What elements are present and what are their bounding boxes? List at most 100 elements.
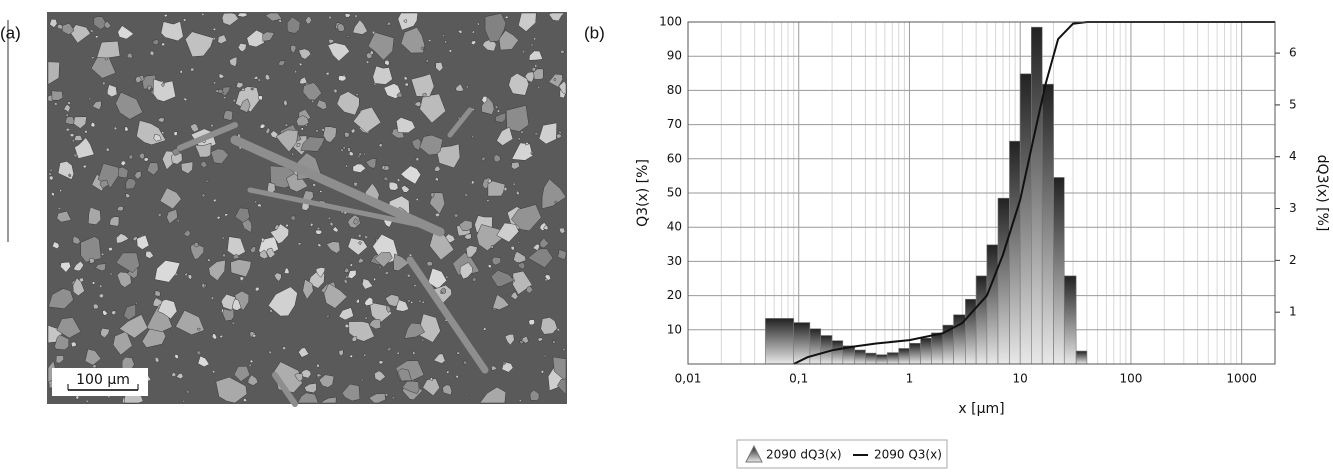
particle (99, 179, 109, 189)
fiber (406, 256, 489, 374)
particle (303, 383, 317, 394)
particle (378, 265, 382, 270)
particle (418, 299, 422, 304)
y-tick-label: 60 (667, 151, 682, 165)
particle (318, 374, 335, 388)
particle (363, 353, 367, 357)
particle (185, 31, 214, 57)
particle (347, 269, 357, 279)
particle (302, 278, 314, 300)
particle (257, 78, 262, 82)
particle (355, 93, 359, 96)
x-tick-label: 0,01 (675, 372, 702, 386)
particle (470, 40, 477, 46)
particle (96, 40, 121, 59)
particle (190, 242, 205, 260)
particle (50, 192, 55, 197)
particle (429, 192, 446, 215)
particle (368, 319, 382, 330)
particle (173, 131, 178, 136)
particle (456, 351, 461, 355)
particle (471, 276, 477, 282)
particle (422, 378, 440, 397)
particle (347, 147, 351, 153)
particle (383, 176, 389, 182)
particle (341, 146, 346, 150)
particle (48, 175, 54, 181)
particle (59, 188, 63, 192)
particle (125, 193, 131, 199)
particle (145, 251, 154, 259)
particle (113, 126, 118, 131)
particle (48, 172, 52, 176)
particle (417, 313, 441, 343)
y-tick-label: 40 (667, 220, 682, 234)
particle (184, 271, 188, 277)
particle (455, 83, 465, 92)
histogram-bar (997, 197, 1010, 365)
particle (297, 242, 302, 246)
particle (348, 151, 354, 157)
particle (425, 58, 430, 63)
particle (255, 286, 260, 292)
particle (176, 219, 180, 223)
y2-tick-label: 2 (1289, 253, 1297, 267)
particle (338, 307, 354, 321)
particle (323, 282, 348, 309)
particle (90, 54, 117, 79)
particle (157, 117, 165, 123)
fiber (230, 135, 445, 237)
particle (47, 61, 60, 85)
particle (261, 237, 265, 243)
particle (493, 154, 501, 163)
particle (459, 262, 473, 280)
particle (463, 192, 469, 198)
particle (419, 93, 446, 124)
particle (190, 67, 195, 72)
particle (107, 247, 113, 252)
particle (311, 99, 315, 104)
histogram-bar (1075, 350, 1088, 365)
particle (327, 39, 335, 45)
particle (495, 112, 507, 123)
particle (49, 18, 58, 28)
particle (143, 157, 149, 162)
particle (463, 233, 472, 240)
particle (332, 88, 338, 94)
particle (100, 327, 111, 339)
particle (125, 178, 137, 190)
particle (448, 49, 453, 53)
particle (74, 137, 95, 159)
particle (249, 359, 254, 364)
particle (344, 13, 352, 18)
particle (434, 176, 439, 182)
particle (115, 91, 144, 120)
particle (223, 96, 227, 100)
particle (302, 82, 322, 101)
particle (496, 222, 520, 243)
particle (358, 241, 362, 246)
histogram-bar (920, 337, 932, 365)
particle (525, 142, 529, 146)
particle (491, 365, 498, 371)
particle (220, 293, 237, 311)
particle (352, 106, 382, 134)
particle (490, 244, 494, 249)
particle (234, 290, 250, 311)
particle (312, 182, 317, 187)
particle (552, 340, 556, 344)
particle (360, 378, 364, 382)
particle (325, 71, 330, 76)
particle (419, 134, 444, 156)
particle (396, 91, 403, 98)
particle (540, 317, 558, 335)
particle (273, 272, 282, 282)
particle (203, 283, 207, 288)
particle (237, 43, 247, 53)
particle (232, 254, 240, 260)
particle (327, 15, 332, 20)
particle (558, 227, 566, 234)
particle (537, 337, 544, 342)
particle (327, 42, 350, 62)
particle (70, 341, 77, 348)
